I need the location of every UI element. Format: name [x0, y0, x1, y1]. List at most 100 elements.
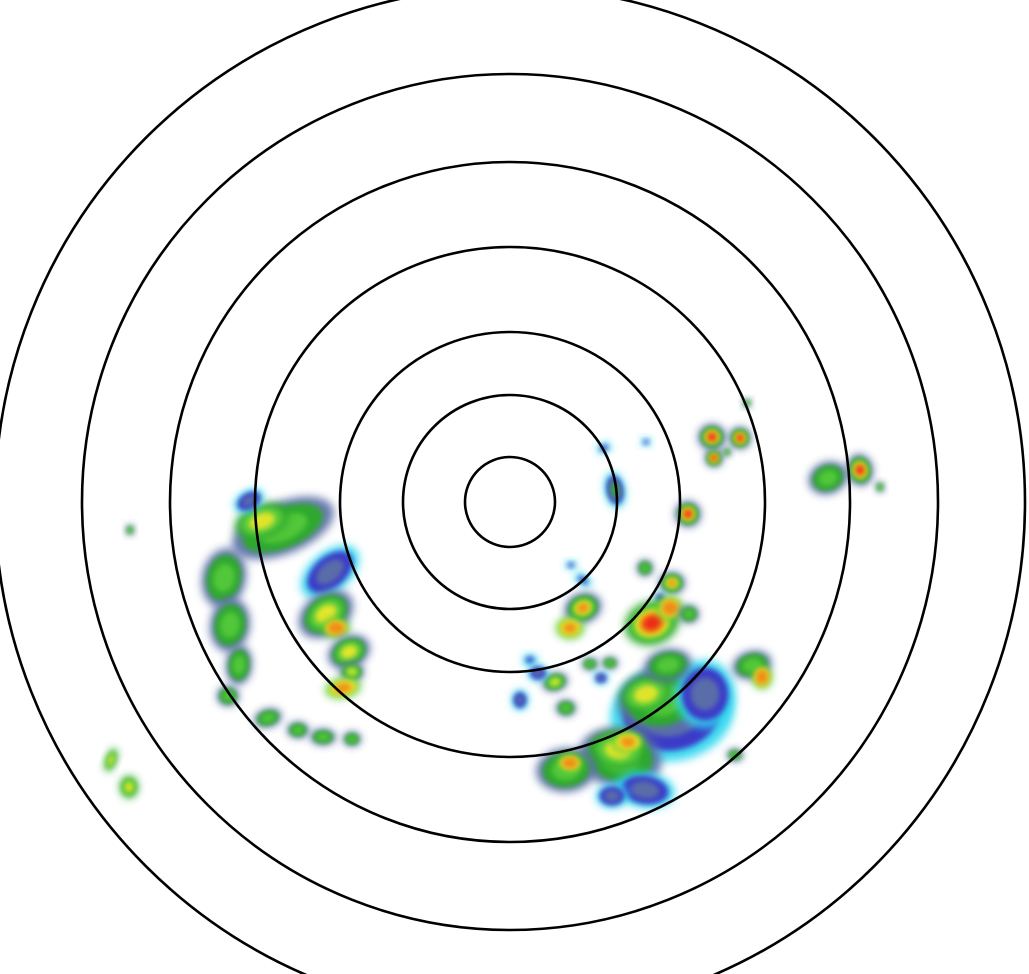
echo-cell	[522, 654, 538, 666]
echo-shell	[711, 455, 717, 461]
echo-cell	[594, 672, 608, 684]
echo-shell	[550, 678, 560, 686]
echo-cell	[120, 776, 138, 798]
reflectivity-echo-layer	[104, 399, 884, 809]
echo-shell	[316, 733, 330, 741]
echo-shell	[755, 669, 769, 685]
echo-shell	[316, 559, 344, 585]
echo-shell	[567, 562, 575, 568]
echo-shell	[878, 484, 882, 490]
echo-shell	[108, 754, 114, 766]
echo-cell	[512, 690, 528, 710]
echo-cell	[322, 618, 350, 638]
echo-cell	[876, 482, 884, 492]
echo-cell	[596, 784, 628, 808]
echo-cell	[705, 449, 723, 467]
echo-cell	[620, 675, 672, 713]
echo-cell	[126, 525, 134, 535]
echo-cell	[254, 708, 282, 728]
range-ring-4	[253, 245, 767, 759]
echo-shell	[340, 645, 358, 659]
echo-shell	[661, 600, 679, 616]
echo-cell	[637, 560, 653, 576]
echo-shell	[633, 685, 659, 703]
echo-cell	[557, 754, 583, 772]
echo-shell	[856, 465, 864, 475]
range-ring-6	[80, 72, 940, 932]
echo-cell	[641, 438, 651, 446]
echo-shell	[684, 609, 694, 619]
echo-cell	[201, 548, 247, 608]
echo-shell	[128, 527, 132, 533]
echo-shell	[292, 726, 304, 734]
echo-shell	[641, 564, 649, 572]
echo-shell	[667, 579, 677, 587]
echo-shell	[725, 450, 729, 454]
echo-shell	[213, 563, 235, 593]
echo-cell	[565, 561, 577, 569]
echo-shell	[643, 439, 649, 445]
echo-cell	[612, 731, 644, 753]
echo-cell	[675, 501, 701, 527]
echo-cell	[846, 454, 874, 486]
echo-shell	[597, 675, 605, 681]
echo-cell	[732, 650, 772, 680]
echo-shell	[261, 713, 275, 723]
range-ring-3	[338, 330, 682, 674]
echo-cell	[659, 572, 685, 594]
echo-cell	[556, 700, 576, 716]
echo-cell	[564, 592, 602, 624]
echo-shell	[561, 704, 571, 712]
echo-shell	[327, 621, 345, 635]
echo-cell	[343, 732, 361, 746]
echo-shell	[516, 695, 524, 705]
echo-shell	[736, 434, 744, 442]
echo-shell	[643, 615, 661, 631]
echo-shell	[124, 781, 134, 793]
range-ring-1	[463, 455, 557, 549]
echo-shell	[561, 757, 579, 769]
echo-shell	[525, 656, 535, 664]
echo-cell	[729, 427, 751, 449]
range-ring-5	[168, 160, 852, 844]
echo-shell	[604, 790, 620, 802]
echo-shell	[241, 495, 257, 507]
echo-shell	[620, 736, 636, 748]
echo-cell	[644, 648, 692, 682]
echo-cell	[675, 660, 735, 728]
echo-cell	[542, 672, 568, 692]
echo-shell	[690, 677, 720, 711]
echo-shell	[708, 433, 716, 441]
echo-cell	[698, 424, 726, 450]
range-ring-2	[401, 393, 619, 611]
echo-shell	[222, 691, 234, 701]
echo-cell	[602, 657, 618, 669]
echo-shell	[563, 622, 577, 634]
echo-cell	[310, 729, 336, 745]
echo-shell	[684, 510, 692, 518]
echo-shell	[818, 470, 838, 486]
echo-shell	[586, 661, 594, 667]
echo-shell	[656, 657, 680, 673]
echo-cell	[300, 545, 360, 599]
echo-cell	[752, 665, 772, 689]
echo-cell	[808, 461, 848, 495]
echo-cell	[287, 722, 309, 738]
echo-shell	[347, 668, 357, 676]
echo-cell	[327, 634, 371, 670]
echo-shell	[630, 781, 660, 799]
echo-cell	[556, 617, 584, 639]
echo-shell	[606, 660, 614, 666]
echo-cell	[209, 598, 251, 652]
echo-shell	[577, 603, 589, 613]
echo-shell	[347, 735, 357, 743]
echo-shell	[232, 655, 246, 675]
echo-cell	[723, 448, 731, 456]
echo-cell	[104, 748, 118, 772]
echo-shell	[220, 612, 240, 638]
